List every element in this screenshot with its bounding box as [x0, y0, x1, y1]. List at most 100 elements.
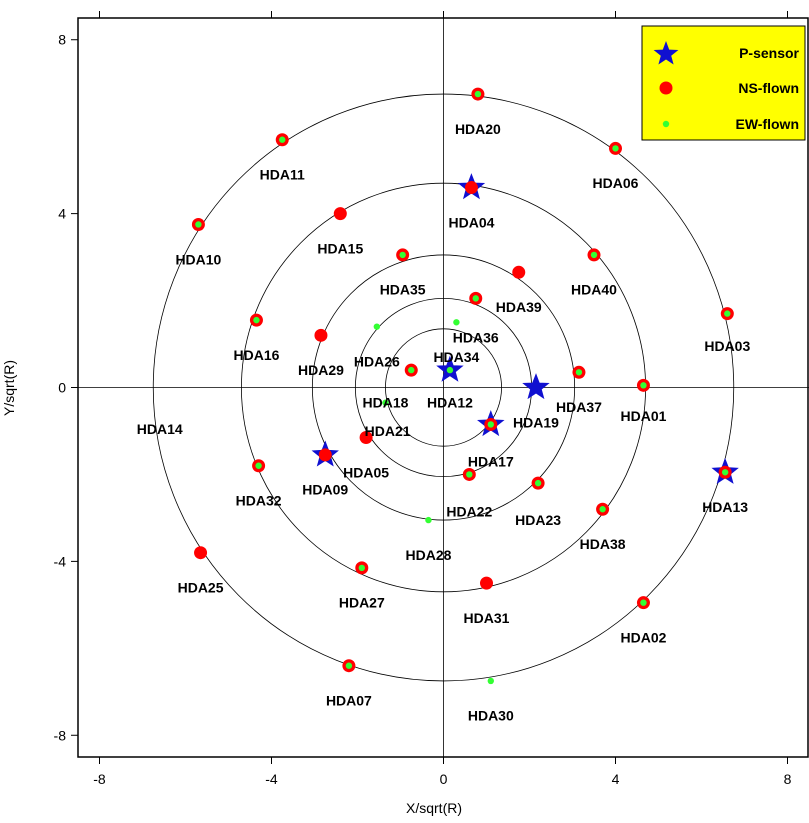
y-axis-label: Y/sqrt(R): [1, 360, 17, 416]
ew-flown-marker: [279, 136, 286, 143]
ns-flown-marker: [194, 546, 208, 560]
y-tick-label: 0: [58, 380, 66, 396]
ew-flown-marker: [724, 310, 731, 317]
point-label: HDA34: [433, 349, 479, 365]
ns-flown-marker: [318, 448, 332, 462]
point-label: HDA28: [405, 547, 451, 563]
ew-flown-marker: [399, 251, 406, 259]
point-label: HDA06: [593, 175, 639, 191]
ew-flown-marker: [612, 145, 619, 152]
data-point: [636, 378, 650, 392]
point-label: HDA40: [571, 282, 617, 298]
point-label: HDA14: [137, 421, 183, 437]
data-point: [609, 141, 622, 155]
point-label: HDA38: [580, 536, 626, 552]
x-axis-label: X/sqrt(R): [406, 800, 462, 816]
data-point: [194, 546, 208, 560]
ew-flown-marker: [590, 251, 598, 259]
ns-flown-marker: [480, 576, 493, 590]
ns-flown-marker: [359, 430, 373, 444]
data-point: [720, 307, 734, 321]
point-label: HDA15: [317, 240, 363, 256]
point-label: HDA35: [380, 282, 426, 298]
data-point: [382, 399, 389, 406]
axis-ticks: -8 -4 0 4 8 -8 -4 0 4 8: [54, 11, 792, 787]
y-tick-label: -8: [54, 727, 67, 743]
data-point: [512, 265, 526, 279]
ew-flown-marker: [575, 369, 583, 376]
ew-flown-marker: [373, 323, 381, 330]
point-label: HDA37: [556, 399, 602, 415]
y-tick-label: -4: [54, 553, 67, 569]
ew-flown-marker: [534, 479, 542, 487]
point-label: HDA29: [298, 362, 344, 378]
point-label: HDA23: [515, 512, 561, 528]
ew-flown-marker: [408, 366, 415, 374]
data-point: [531, 476, 545, 490]
point-label: HDA32: [236, 493, 282, 509]
point-label: HDA16: [233, 347, 279, 363]
data-point: [471, 87, 485, 101]
data-point: [436, 355, 464, 382]
point-label: HDA39: [496, 299, 542, 315]
point-label: HDA07: [326, 692, 372, 708]
data-point: [711, 457, 739, 484]
point-label: HDA04: [448, 214, 494, 230]
point-label: HDA19: [513, 414, 559, 430]
point-label: HDA22: [446, 503, 492, 519]
x-tick-label: 4: [612, 771, 620, 787]
ew-flown-marker: [487, 421, 494, 428]
point-label: HDA31: [464, 610, 510, 626]
data-point: [249, 313, 263, 327]
ns-flown-marker: [333, 207, 347, 221]
point-label: HDA03: [704, 338, 750, 354]
ew-flown-marker: [472, 295, 479, 302]
data-point: [191, 217, 205, 231]
y-tick-label: 8: [58, 32, 66, 48]
point-label: HDA05: [343, 464, 389, 480]
point-label: HDA02: [620, 629, 666, 645]
legend-circle-icon: [659, 81, 673, 95]
point-label: HDA30: [468, 708, 514, 724]
point-label: HDA12: [427, 395, 473, 411]
ew-flown-marker: [446, 366, 454, 374]
ew-flown-marker: [640, 382, 647, 389]
ew-flown-marker: [466, 471, 473, 478]
ew-flown-marker: [425, 516, 432, 524]
legend-dot-icon: [662, 120, 670, 128]
point-label: HDA36: [453, 330, 499, 346]
data-point: [404, 363, 418, 377]
ns-flown-marker: [512, 265, 526, 279]
x-tick-label: -4: [265, 771, 278, 787]
ns-flown-marker: [464, 181, 478, 195]
data-point: [572, 365, 586, 379]
ew-flown-marker: [453, 319, 460, 326]
point-label: HDA26: [354, 353, 400, 369]
point-label: HDA11: [260, 166, 305, 182]
ew-flown-marker: [474, 90, 482, 98]
point-label: HDA09: [302, 482, 348, 498]
data-points: [191, 87, 739, 685]
ew-flown-marker: [195, 221, 202, 228]
data-point: [355, 561, 369, 575]
ew-flown-marker: [640, 599, 647, 606]
data-point: [275, 133, 289, 147]
point-label: HDA10: [175, 251, 221, 267]
legend-label: P-sensor: [739, 45, 799, 61]
data-point: [587, 248, 601, 262]
legend: P-sensor NS-flown EW-flown: [641, 25, 806, 141]
point-label: HDA27: [339, 595, 385, 611]
data-point: [342, 659, 356, 673]
ew-flown-marker: [345, 662, 353, 669]
point-labels: HDA01 HDA02 HDA03 HDA04 HDA05 HDA06 HDA07 HDA09…: [137, 121, 751, 724]
data-point: [396, 248, 410, 262]
data-point: [522, 373, 550, 400]
p-sensor-star: [522, 373, 550, 400]
data-point: [252, 459, 266, 473]
point-label: HDA17: [468, 453, 514, 469]
x-tick-label: 8: [784, 771, 792, 787]
data-point: [311, 440, 339, 467]
x-tick-label: 0: [440, 771, 448, 787]
